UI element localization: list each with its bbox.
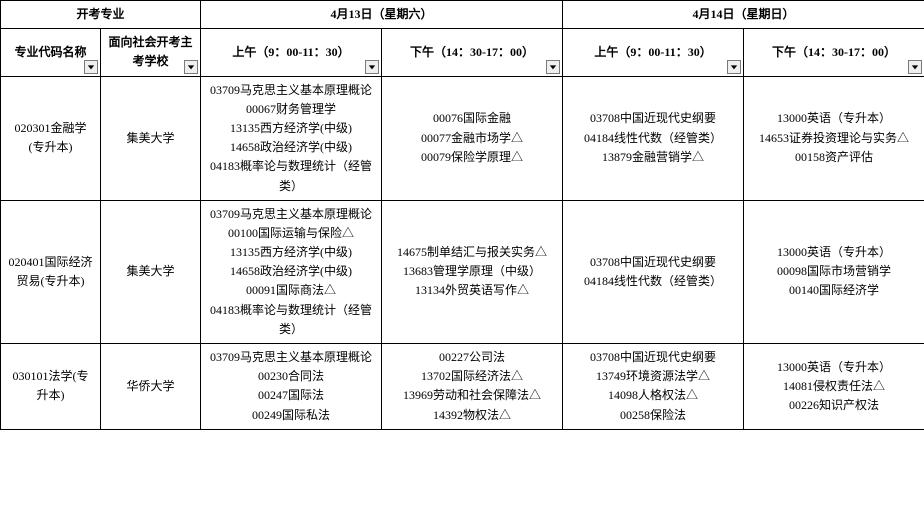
header-major: 开考专业 [1, 1, 201, 29]
table-row: 030101法学(专升本)华侨大学03709马克思主义基本原理概论 00230合… [1, 344, 924, 430]
cell-d1-am: 03709马克思主义基本原理概论 00230合同法 00247国际法 00249… [201, 344, 382, 430]
filter-dropdown-icon[interactable] [546, 60, 560, 74]
filter-dropdown-icon[interactable] [184, 60, 198, 74]
header-d1-pm[interactable]: 下午（14：30-17：00） [382, 29, 563, 76]
header-d1-am[interactable]: 上午（9：00-11：30） [201, 29, 382, 76]
filter-dropdown-icon[interactable] [727, 60, 741, 74]
header-code[interactable]: 专业代码名称 [1, 29, 101, 76]
cell-code: 020301金融学(专升本) [1, 76, 101, 200]
cell-code: 030101法学(专升本) [1, 344, 101, 430]
header-d2-pm[interactable]: 下午（14：30-17：00） [744, 29, 924, 76]
header-code-label: 专业代码名称 [14, 45, 86, 59]
cell-school: 集美大学 [101, 76, 201, 200]
cell-d1-am: 03709马克思主义基本原理概论 00067财务管理学 13135西方经济学(中… [201, 76, 382, 200]
header-d2-am[interactable]: 上午（9：00-11：30） [563, 29, 744, 76]
cell-d2-pm: 13000英语（专升本） 00098国际市场营销学 00140国际经济学 [744, 200, 924, 343]
header-d2-pm-label: 下午（14：30-17：00） [772, 45, 896, 59]
cell-d2-am: 03708中国近现代史纲要 04184线性代数（经管类） 13879金融营销学△ [563, 76, 744, 200]
filter-dropdown-icon[interactable] [365, 60, 379, 74]
cell-d2-pm: 13000英语（专升本） 14653证券投资理论与实务△ 00158资产评估 [744, 76, 924, 200]
cell-d2-pm: 13000英语（专升本） 14081侵权责任法△ 00226知识产权法 [744, 344, 924, 430]
cell-code: 020401国际经济贸易(专升本) [1, 200, 101, 343]
header-school[interactable]: 面向社会开考主考学校 [101, 29, 201, 76]
cell-d1-pm: 00227公司法 13702国际经济法△ 13969劳动和社会保障法△ 1439… [382, 344, 563, 430]
cell-d2-am: 03708中国近现代史纲要 13749环境资源法学△ 14098人格权法△ 00… [563, 344, 744, 430]
header-day1: 4月13日（星期六） [201, 1, 563, 29]
cell-d2-am: 03708中国近现代史纲要 04184线性代数（经管类） [563, 200, 744, 343]
header-d1-am-label: 上午（9：00-11：30） [232, 45, 349, 59]
header-d1-pm-label: 下午（14：30-17：00） [410, 45, 534, 59]
filter-dropdown-icon[interactable] [908, 60, 922, 74]
cell-d1-am: 03709马克思主义基本原理概论 00100国际运输与保险△ 13135西方经济… [201, 200, 382, 343]
cell-d1-pm: 14675制单结汇与报关实务△ 13683管理学原理（中级） 13134外贸英语… [382, 200, 563, 343]
exam-schedule-table: 开考专业 4月13日（星期六） 4月14日（星期日） 专业代码名称 面向社会开考… [0, 0, 924, 430]
cell-school: 集美大学 [101, 200, 201, 343]
table-row: 020301金融学(专升本)集美大学03709马克思主义基本原理概论 00067… [1, 76, 924, 200]
header-school-label: 面向社会开考主考学校 [109, 35, 193, 68]
header-d2-am-label: 上午（9：00-11：30） [594, 45, 711, 59]
cell-school: 华侨大学 [101, 344, 201, 430]
filter-dropdown-icon[interactable] [84, 60, 98, 74]
header-day2: 4月14日（星期日） [563, 1, 924, 29]
table-row: 020401国际经济贸易(专升本)集美大学03709马克思主义基本原理概论 00… [1, 200, 924, 343]
cell-d1-pm: 00076国际金融 00077金融市场学△ 00079保险学原理△ [382, 76, 563, 200]
